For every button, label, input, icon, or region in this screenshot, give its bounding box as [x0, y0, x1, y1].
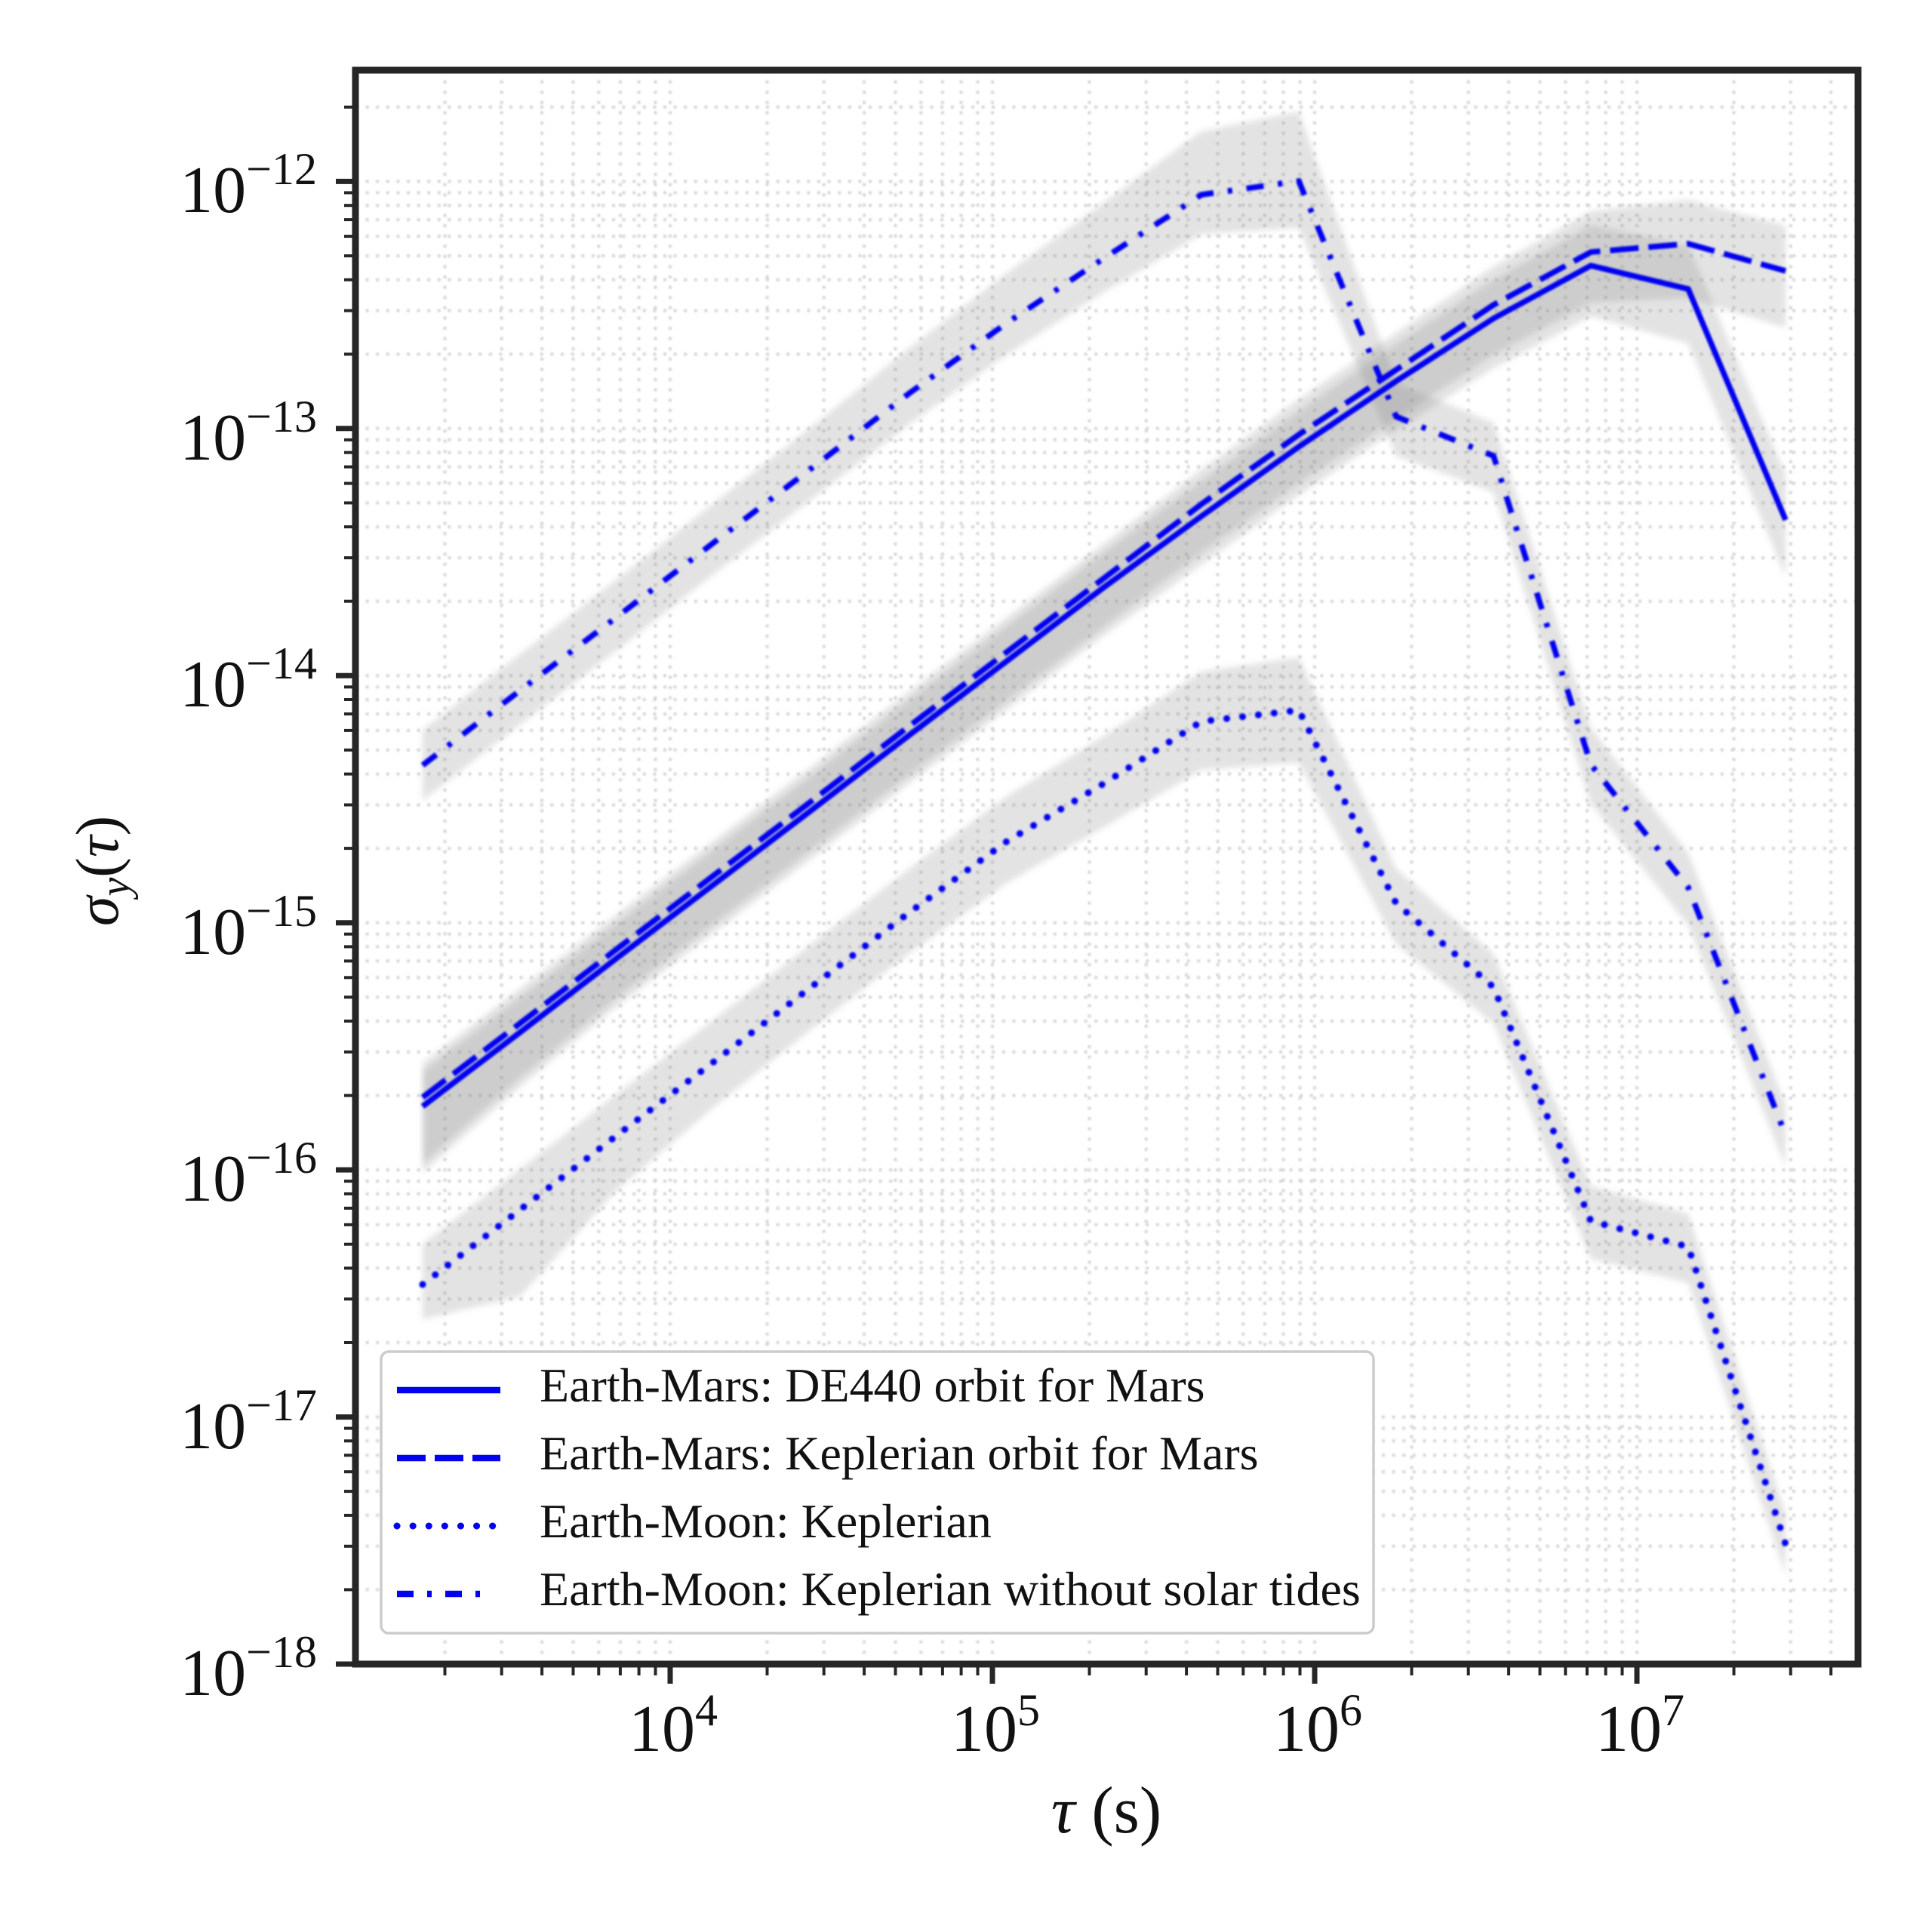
svg-text:Earth-Moon: Keplerian: Earth-Moon: Keplerian [540, 1494, 992, 1548]
svg-text:107: 107 [1595, 1685, 1684, 1766]
svg-text:10−16: 10−16 [180, 1133, 317, 1216]
svg-text:σy(τ): σy(τ) [65, 816, 139, 926]
svg-text:Earth-Mars: Keplerian orbit fo: Earth-Mars: Keplerian orbit for Mars [540, 1426, 1259, 1480]
svg-text:τ (s): τ (s) [1051, 1774, 1161, 1847]
svg-text:Earth-Mars: DE440 orbit for Ma: Earth-Mars: DE440 orbit for Mars [540, 1358, 1205, 1412]
svg-text:104: 104 [629, 1685, 718, 1766]
svg-text:Earth-Moon: Keplerian without: Earth-Moon: Keplerian without solar tide… [540, 1562, 1361, 1616]
